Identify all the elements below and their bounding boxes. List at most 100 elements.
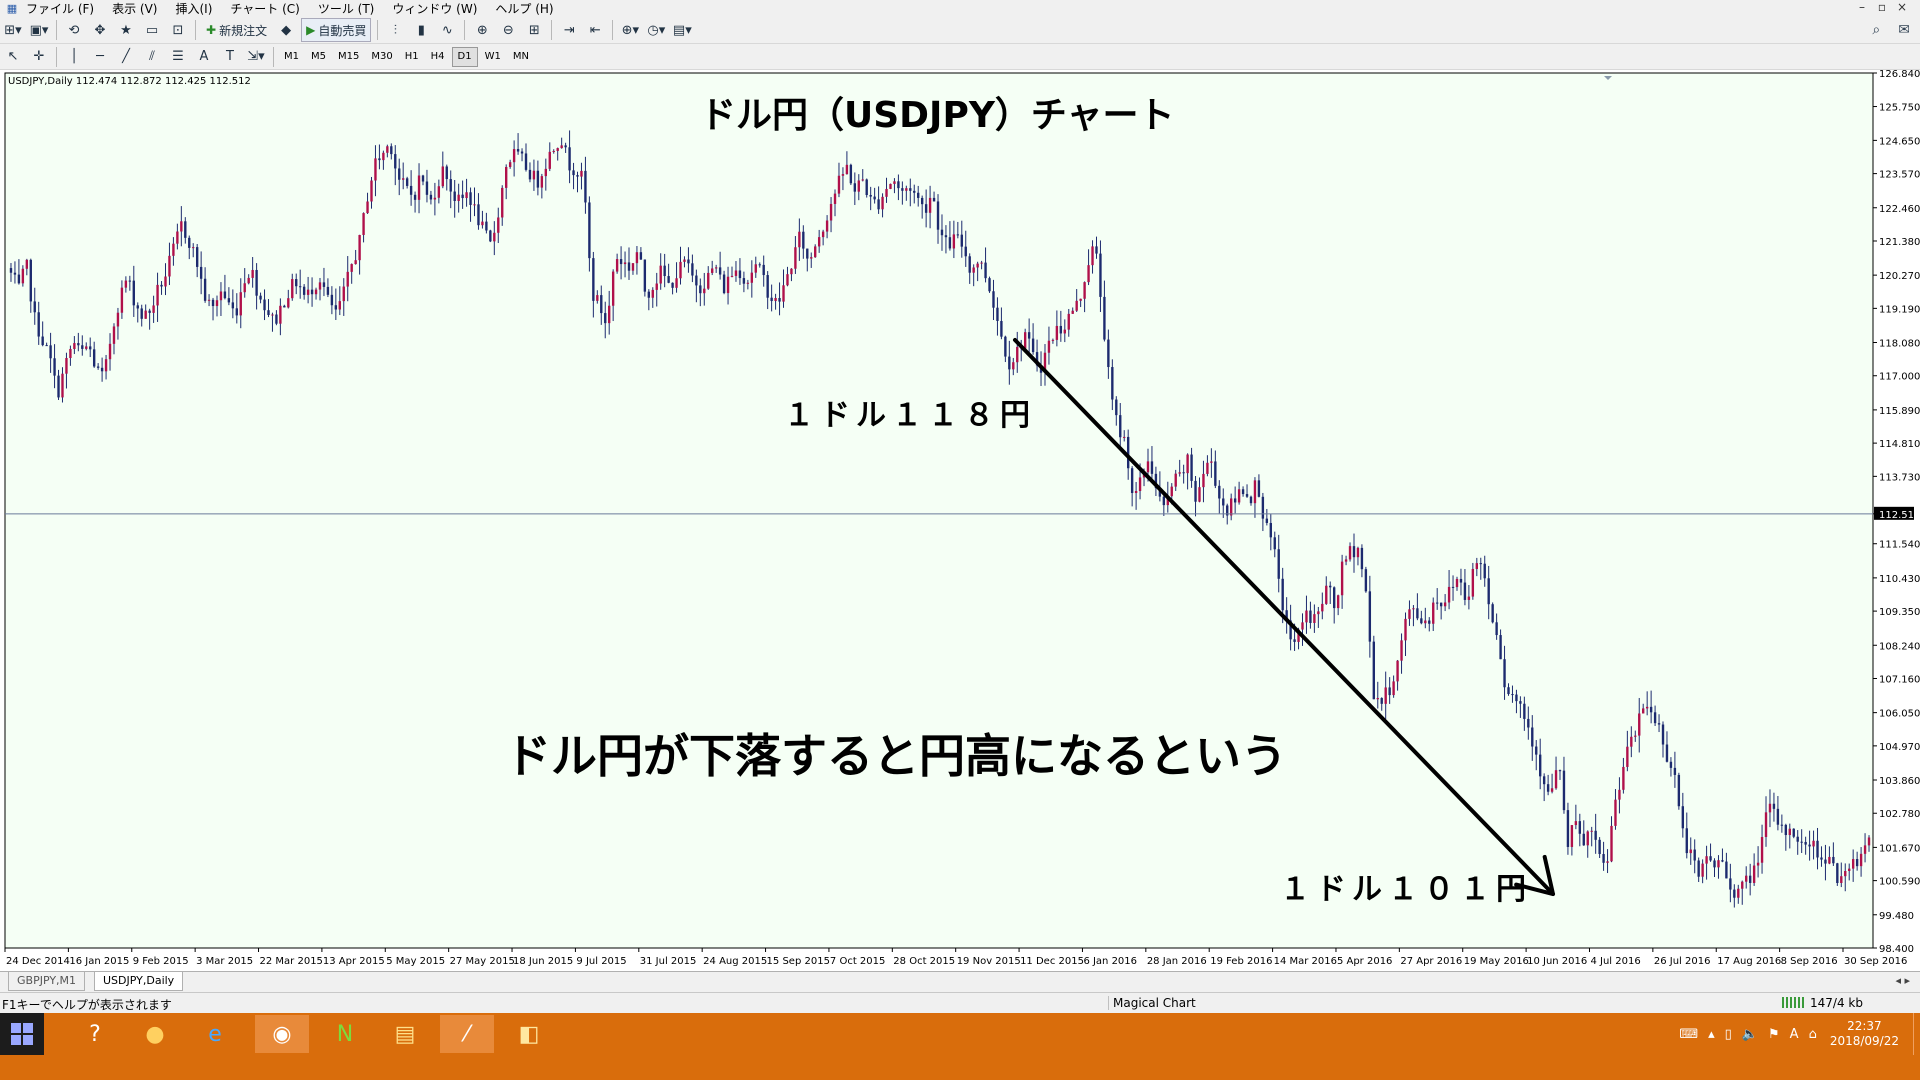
menu-insert[interactable]: 挿入(I) (175, 2, 213, 16)
start-button[interactable] (0, 1013, 44, 1055)
candle-body (247, 277, 250, 284)
cursor-icon[interactable]: ↖ (7, 49, 19, 64)
auto-scroll-icon[interactable]: ⇥ (563, 22, 575, 38)
candle-body (1535, 746, 1538, 755)
navigator-icon[interactable]: ✥ (94, 22, 106, 38)
chart-shift-icon[interactable]: ⇤ (589, 22, 601, 38)
new-order-button[interactable]: ✚ 新規注文 (202, 19, 271, 41)
candle-body (1233, 498, 1237, 503)
candle-body (77, 343, 80, 346)
menu-file[interactable]: ファイル (F) (26, 2, 95, 16)
timeframe-h1[interactable]: H1 (404, 50, 419, 62)
taskbar-metatrader-icon[interactable]: ⁄ (440, 1015, 494, 1053)
auto-trading-button[interactable]: ▶ 自動売買 (301, 18, 372, 42)
chart-window[interactable]: 126.840 125.750 124.650 123.570 122.460 121.3… (0, 70, 1920, 971)
text-tool-icon[interactable]: A (199, 49, 209, 64)
taskbar-help-icon[interactable]: ? (89, 1021, 101, 1047)
menu-tools[interactable]: ツール (T) (317, 2, 375, 16)
taskbar-notes-icon[interactable]: ◧ (518, 1021, 540, 1047)
periods-icon[interactable]: ◷▾ (647, 22, 666, 38)
vertical-line-icon[interactable]: │ (70, 49, 78, 64)
close-button[interactable]: × (1896, 0, 1908, 14)
candle-body (786, 274, 789, 286)
data-window-icon[interactable]: ★ (120, 22, 132, 38)
new-chart-icon[interactable]: ⊞▾ (4, 22, 22, 38)
menu-window[interactable]: ウィンドウ (W) (392, 2, 478, 16)
volume-icon[interactable]: 🔈 (1741, 1026, 1758, 1042)
indicators-icon[interactable]: ⊕▾ (621, 22, 640, 38)
candle-body (643, 259, 647, 292)
text-label-icon[interactable]: T (226, 49, 234, 64)
tab-usdjpy[interactable]: USDJPY,Daily (94, 972, 184, 991)
flag-icon[interactable]: ⚑ (1768, 1026, 1780, 1042)
candle-body (639, 252, 643, 260)
tab-scroll-icon[interactable]: ◂ ▸ (1895, 974, 1910, 987)
menu-view[interactable]: 表示 (V) (112, 2, 158, 16)
tile-windows-icon[interactable]: ⊞ (528, 22, 540, 38)
templates-icon[interactable]: ▤▾ (672, 22, 692, 38)
profiles-icon[interactable]: ▣▾ (29, 22, 49, 38)
taskbar-explorer-icon[interactable]: ▤ (394, 1021, 416, 1047)
timeframe-w1[interactable]: W1 (484, 50, 501, 62)
ime-icon[interactable]: A (1789, 1026, 1799, 1042)
strategy-tester-icon[interactable]: ⊡ (172, 22, 184, 38)
candle-body (580, 170, 583, 177)
bar-chart-icon[interactable]: ⫶ (393, 22, 397, 38)
timeframe-m30[interactable]: M30 (371, 50, 393, 62)
restore-button[interactable]: ▫ (1877, 0, 1887, 14)
candle-body (932, 197, 936, 202)
candle-body (1237, 489, 1241, 503)
horizontal-line-icon[interactable]: ─ (96, 49, 104, 64)
arrows-icon[interactable]: ⇲▾ (247, 49, 265, 64)
clock[interactable]: 22:37 2018/09/22 (1830, 1019, 1899, 1049)
minimize-button[interactable]: – (1859, 0, 1865, 14)
keyboard-icon[interactable]: ⌨ (1679, 1026, 1699, 1042)
taskbar-nico-icon[interactable]: N (336, 1021, 354, 1047)
ime-mode-icon[interactable]: ⌂ (1808, 1026, 1817, 1042)
timeframe-d1[interactable]: D1 (451, 46, 478, 67)
zoom-out-icon[interactable]: ⊖ (502, 22, 514, 38)
show-desktop-button[interactable] (1913, 1013, 1920, 1055)
chat-icon[interactable]: ✉ (1898, 22, 1910, 38)
tray-expand-icon[interactable]: ▴ (1708, 1026, 1715, 1042)
trendline-icon[interactable]: ╱ (122, 49, 130, 64)
candle-body (635, 252, 639, 264)
fibonacci-icon[interactable]: ☰ (172, 49, 184, 64)
candlestick-icon[interactable]: ▮ (417, 22, 425, 38)
search-icon[interactable]: ⌕ (1872, 22, 1881, 38)
taskbar-orb-icon[interactable]: ● (145, 1021, 165, 1047)
timeframe-m15[interactable]: M15 (338, 50, 360, 62)
end-price-annotation: １ドル１０１円 (1280, 872, 1532, 907)
candle-body (17, 274, 21, 284)
candle-body (497, 217, 500, 233)
timeframe-m1[interactable]: M1 (284, 50, 299, 62)
zoom-in-icon[interactable]: ⊕ (476, 22, 488, 38)
timeframe-mn[interactable]: MN (512, 50, 529, 62)
timeframe-h4[interactable]: H4 (430, 50, 445, 62)
network-icon[interactable]: ▯ (1724, 1026, 1732, 1042)
channel-icon[interactable]: ⫽ (149, 49, 155, 64)
taskbar-chrome-icon[interactable]: ◉ (255, 1015, 309, 1053)
market-watch-icon[interactable]: ⟲ (68, 22, 80, 38)
tab-gbpjpy[interactable]: GBPJPY,M1 (8, 972, 86, 991)
candle-body (25, 259, 29, 269)
menu-help[interactable]: ヘルプ (H) (495, 2, 554, 16)
x-tick-label: 30 Sep 2016 (1844, 956, 1907, 967)
candle-body (952, 234, 956, 249)
crosshair-icon[interactable]: ✛ (33, 49, 45, 64)
candle-body (1229, 498, 1233, 516)
candle-body (1855, 859, 1859, 867)
candle-body (560, 145, 563, 149)
candle-body (1527, 718, 1530, 728)
x-tick-label: 9 Feb 2015 (133, 956, 189, 967)
line-chart-icon[interactable]: ∿ (441, 22, 453, 38)
timeframe-m5[interactable]: M5 (311, 50, 326, 62)
taskbar-ie-icon[interactable]: e (208, 1021, 222, 1047)
menu-chart[interactable]: チャート (C) (230, 2, 300, 16)
metaeditor-icon[interactable]: ◆ (281, 22, 292, 38)
candle-body (730, 275, 734, 277)
candle-body (611, 271, 615, 306)
price-chart[interactable]: 126.840 125.750 124.650 123.570 122.460 121.3… (0, 70, 1920, 971)
terminal-icon[interactable]: ▭ (145, 22, 159, 38)
candle-body (1396, 660, 1399, 682)
